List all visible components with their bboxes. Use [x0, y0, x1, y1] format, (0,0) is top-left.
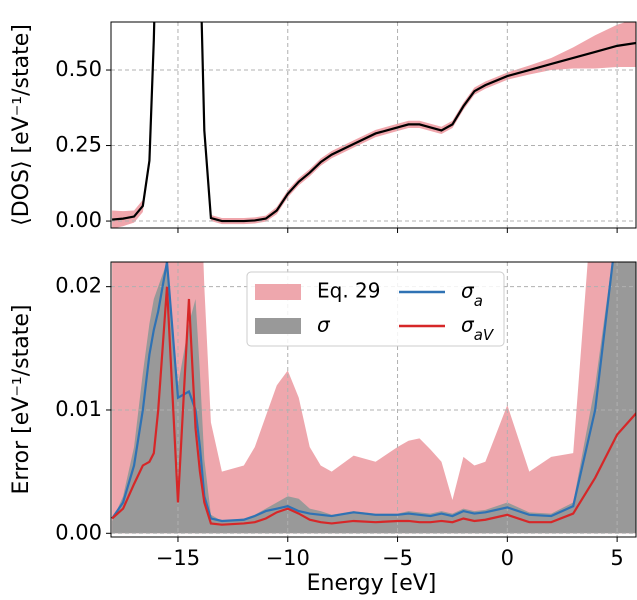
y-tick-label: 0.00	[55, 520, 102, 544]
area	[112, 262, 636, 534]
legend-box	[246, 271, 505, 347]
legend-swatch	[255, 284, 301, 300]
x-tick-label: −5	[382, 546, 413, 570]
line	[111, 286, 636, 526]
y-tick-label: 0.25	[55, 133, 102, 157]
y-axis-label: ⟨DOS⟩ [eV⁻¹/state]	[9, 24, 34, 226]
area	[112, 262, 636, 534]
band	[112, 22, 636, 228]
y-axis-label: Error [eV⁻¹/state]	[9, 305, 34, 495]
x-axis-label: Energy [eV]	[307, 571, 437, 596]
legend-label: Eq. 29	[317, 279, 381, 303]
x-tick-label: −15	[156, 546, 200, 570]
plot-area	[112, 22, 636, 228]
x-tick-label: 5	[610, 546, 623, 570]
y-tick-label: 0.00	[55, 208, 102, 232]
lines	[111, 262, 636, 526]
axes-frame	[110, 21, 637, 229]
lines	[112, 22, 636, 223]
y-tick-label: 0.02	[55, 274, 102, 298]
plot-area	[112, 262, 636, 534]
y-tick-label: 0.01	[55, 397, 102, 421]
legend-swatch	[255, 318, 301, 334]
x-tick-label: −10	[266, 546, 310, 570]
legend-label: σ	[317, 313, 331, 337]
axes-frame	[110, 261, 637, 538]
line	[112, 22, 636, 223]
x-tick-label: 0	[501, 546, 514, 570]
line	[111, 262, 614, 523]
y-tick-label: 0.50	[55, 57, 102, 81]
